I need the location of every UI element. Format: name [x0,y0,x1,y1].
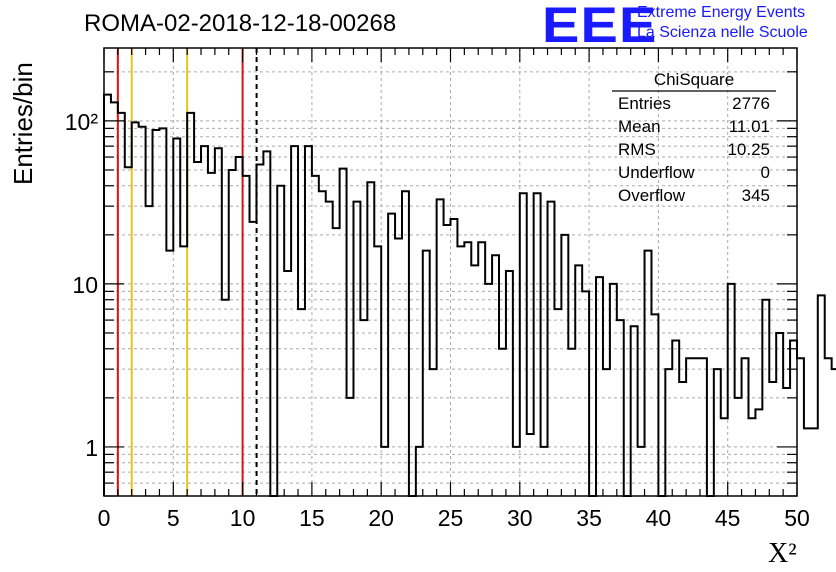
y-tick-label: 10² [65,109,99,135]
stat-name-underflow: Underflow [618,163,695,182]
grid-lines [103,48,798,497]
stat-name-entries: Entries [618,94,671,113]
x-tick-label: 35 [576,505,602,531]
x-tick-label: 50 [784,505,810,531]
stat-name-rms: RMS [618,140,656,159]
logo-line-2: La Scienza nelle Scuole [637,24,808,41]
x-tick-label: 25 [438,505,464,531]
stats-title: ChiSquare [653,70,735,89]
tick-labels: 0 5 10 15 20 25 30 35 40 45 50 1 10 10² [65,109,810,531]
x-tick-label: 40 [646,505,672,531]
stat-name-mean: Mean [618,117,661,136]
eee-logo: EEE [542,0,658,53]
y-axis-label: Entries/bin [8,62,38,185]
x-tick-label: 15 [299,505,325,531]
axis-ticks [103,48,798,497]
chart-title: ROMA-02-2018-12-18-00268 [84,10,397,37]
x-tick-label: 45 [715,505,741,531]
stat-value-entries: 2776 [732,94,770,113]
stat-value-underflow: 0 [760,163,770,182]
y-tick-label: 10 [72,272,98,298]
x-tick-label: 20 [368,505,394,531]
stat-value-rms: 10.25 [727,140,770,159]
logo-line-1: Extreme Energy Events [637,4,806,21]
x-tick-label: 10 [230,505,256,531]
x-tick-label: 0 [98,505,111,531]
histogram-outline [103,93,836,497]
x-tick-label: 5 [167,505,180,531]
stat-value-mean: 11.01 [728,117,770,136]
stat-value-overflow: 345 [741,186,770,205]
x-axis-label: X² [768,538,797,569]
y-tick-label: 1 [85,435,98,461]
x-tick-label: 30 [507,505,533,531]
stat-name-overflow: Overflow [618,186,686,205]
